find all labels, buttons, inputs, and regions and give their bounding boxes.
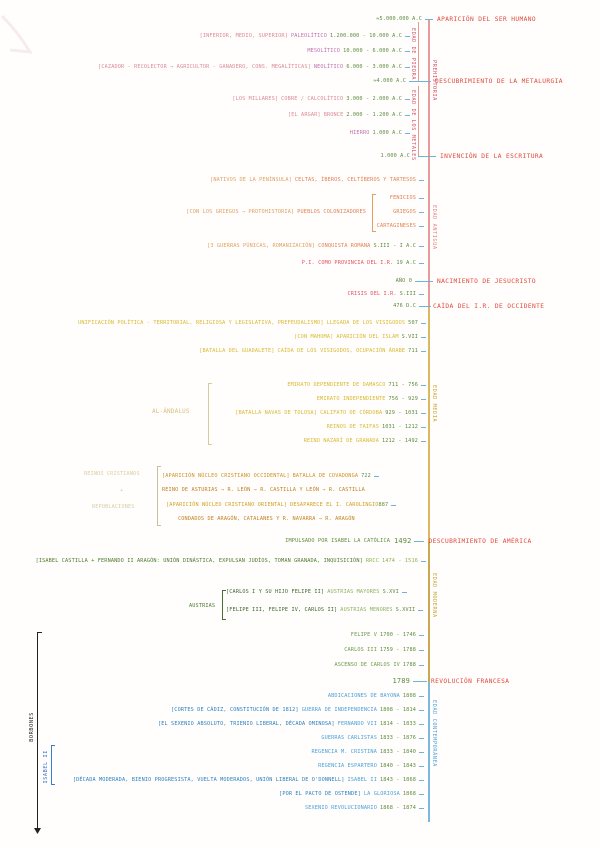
bracket-al-andalus <box>208 383 212 445</box>
row-islam: [CON MAHOMA] APARICIÓN DEL ISLAM S.VII <box>294 334 426 341</box>
era-edad-metales: EDAD DE LOS METALES <box>410 90 416 161</box>
row-contemp-6: [DÉCADA MODERADA, BIENIO PROGRESISTA, VU… <box>73 777 424 784</box>
milestone-jesucristo: AÑO 0 NACIMIENTO DE JESUCRISTO <box>395 278 537 285</box>
label-austrias: AUSTRIAS <box>189 603 216 609</box>
row-fenicios: FENICIOS <box>390 195 424 202</box>
era-prehistoria: PREHISTORIA <box>431 60 437 101</box>
milestone-aparicion: ≈5.000.000 a.C APARICIÓN DEL SER HUMANO <box>376 16 537 23</box>
row-provincia: P.I. COMO PROVINCIA DEL I.R. 19 a.C <box>302 260 424 267</box>
spine-antigua <box>428 160 430 308</box>
era-edad-piedra: EDAD DE PIEDRA <box>410 28 416 81</box>
row-felipe-v: FELIPE V 1700 - 1746 <box>351 632 424 639</box>
row-paleolitico: [INFERIOR, MEDIO, SUPERIOR] PALEOLÍTICO … <box>200 33 410 40</box>
row-reinos-1: REINO DE ASTURIAS → R. LEÓN → R. CASTILL… <box>162 487 365 493</box>
row-contemp-5: REGENCIA ESPARTERO 1840 - 1843 <box>318 763 424 770</box>
row-contemp-4: REGENCIA M. CRISTINA 1833 - 1840 <box>312 749 424 756</box>
bracket-colonizadores <box>372 194 376 232</box>
spine-contemporanea <box>428 682 430 822</box>
row-austrias-0: [CARLOS I Y SU HIJO FELIPE II] AUSTRIAS … <box>226 589 407 596</box>
row-al-andalus-0: EMIRATO DEPENDIENTE DE DAMASCO 711 - 756 <box>287 382 426 389</box>
spine-moderna <box>428 542 430 682</box>
row-contemp-7: [POR EL PACTO DE OSTENDE] LA GLORIOSA 18… <box>279 791 424 798</box>
row-griegos: GRIEGOS <box>393 209 424 216</box>
era-edad-contemporanea: EDAD CONTEMPORÁNEA <box>431 700 437 768</box>
spine-prehistoria <box>428 20 430 160</box>
row-mesolitico: MESOLÍTICO 10.000 - 6.000 a.C <box>307 48 410 55</box>
milestone-metalurgia: ≈4.000 a.C DESCUBRIMIENTO DE LA METALURG… <box>373 78 563 85</box>
row-contemp-0: ABDICACIONES DE BAYONA 1808 <box>328 693 424 700</box>
row-reinos-3: CONDADOS DE ARAGÓN, CATALANES Y R. NAVAR… <box>178 516 355 522</box>
row-rrcc: [ISABEL CASTILLA + FERNANDO II ARAGÓN: U… <box>36 558 426 565</box>
bracket-reinos <box>157 466 161 526</box>
bracket-austrias <box>222 590 226 620</box>
spine-media <box>428 308 430 542</box>
row-reinos-2: [APARICIÓN NÚCLEO CRISTIANO ORIENTAL] DE… <box>166 502 397 509</box>
milestone-escritura: 1.000 a.C INVENCIÓN DE LA ESCRITURA <box>380 153 544 160</box>
milestone-revolucion: 1789 REVOLUCIÓN FRANCESA <box>392 677 510 686</box>
label-al-andalus: AL-ÁNDALUS <box>152 408 190 415</box>
row-cartagineses: CARTAGINESES <box>377 223 424 230</box>
label-reinos-cristianos: REINOS CRISTIANOS <box>84 471 140 477</box>
row-reinos-0: [APARICIÓN NÚCLEO CRISTIANO OCCIDENTAL] … <box>162 473 379 480</box>
milestone-america: IMPULSADO POR ISABEL LA CATÓLICA 1492 DE… <box>285 537 532 546</box>
row-cobre: [LOS MILLARES] COBRE / CALCOLÍTICO 3.000… <box>232 96 410 103</box>
spine-metales <box>418 86 419 156</box>
milestone-caida-ir: 476 d.C CAÍDA DEL I.R. DE OCCIDENTE <box>393 303 545 310</box>
row-pueblos-colonizadores: [CON LOS GRIEGOS → PROTOHISTORIA] PUEBLO… <box>186 209 366 215</box>
row-carlos-iii: CARLOS III 1759 - 1788 <box>344 647 424 654</box>
faint-arrow-icon <box>0 14 33 54</box>
label-repoblaciones: REPOBLACIONES <box>92 504 135 510</box>
row-pueblos-peninsula: [NATIVOS DE LA PENÍNSULA] CELTAS, ÍBEROS… <box>210 177 424 184</box>
row-contemp-2: [EL SEXENIO ABSOLUTO, TRIENIO LIBERAL, D… <box>158 721 424 728</box>
spine-piedra <box>418 22 419 82</box>
row-al-andalus-4: REINO NAZARÍ DE GRANADA 1212 - 1492 <box>304 438 426 445</box>
label-reinos-plus: + <box>120 488 124 494</box>
arrow-down-icon <box>34 828 41 834</box>
row-bronce: [EL ARGAR] BRONCE 2.000 - 1.200 a.C <box>288 112 410 119</box>
row-crisis: CRISIS DEL I.R. S.III <box>348 291 424 298</box>
row-al-andalus-1: EMIRATO INDEPENDIENTE 756 - 929 <box>317 396 426 403</box>
row-hierro: HIERRO 1.000 a.C <box>350 130 410 137</box>
bracket-isabel-ii <box>51 745 55 785</box>
row-guadalete: [BATALLA DEL GUADALETE] CAÍDA DE LOS VIS… <box>199 348 426 355</box>
row-visigodos: UNIFICACIÓN POLÍTICA - TERRITORIAL, RELI… <box>78 320 426 327</box>
row-carlos-iv: ASCENSO DE CARLOS IV 1788 <box>334 662 424 669</box>
row-contemp-8: SEXENIO REVOLUCIONARIO 1868 - 1874 <box>305 805 424 812</box>
label-isabel-ii: ISABEL II <box>43 750 49 784</box>
row-austrias-1: [FELIPE III, FELIPE IV, CARLOS II] AUSTR… <box>226 607 424 614</box>
row-conquista-romana: [3 GUERRAS PÚNICAS, ROMANIZACIÓN] CONQUI… <box>207 243 424 250</box>
row-al-andalus-2: [BATALLA NAVAS DE TOLOSA] CALIFATO DE CÓ… <box>235 410 426 417</box>
row-contemp-1: [CORTES DE CÁDIZ, CONSTITUCIÓN DE 1812] … <box>171 707 424 714</box>
row-al-andalus-3: REINOS DE TAIFAS 1031 - 1212 <box>327 424 426 431</box>
row-contemp-3: GUERRAS CARLISTAS 1833 - 1876 <box>321 735 424 742</box>
era-edad-media: EDAD MEDIA <box>431 385 437 423</box>
borbones-arrow-top <box>37 632 42 633</box>
label-borbones: BORBONES <box>29 712 35 742</box>
borbones-arrow-line <box>37 632 38 832</box>
era-edad-antigua: EDAD ANTIGUA <box>431 205 437 250</box>
row-neolitico: [CAZADOR - RECOLECTOR → AGRICULTOR - GAN… <box>98 64 410 71</box>
era-edad-moderna: EDAD MODERNA <box>431 573 437 618</box>
